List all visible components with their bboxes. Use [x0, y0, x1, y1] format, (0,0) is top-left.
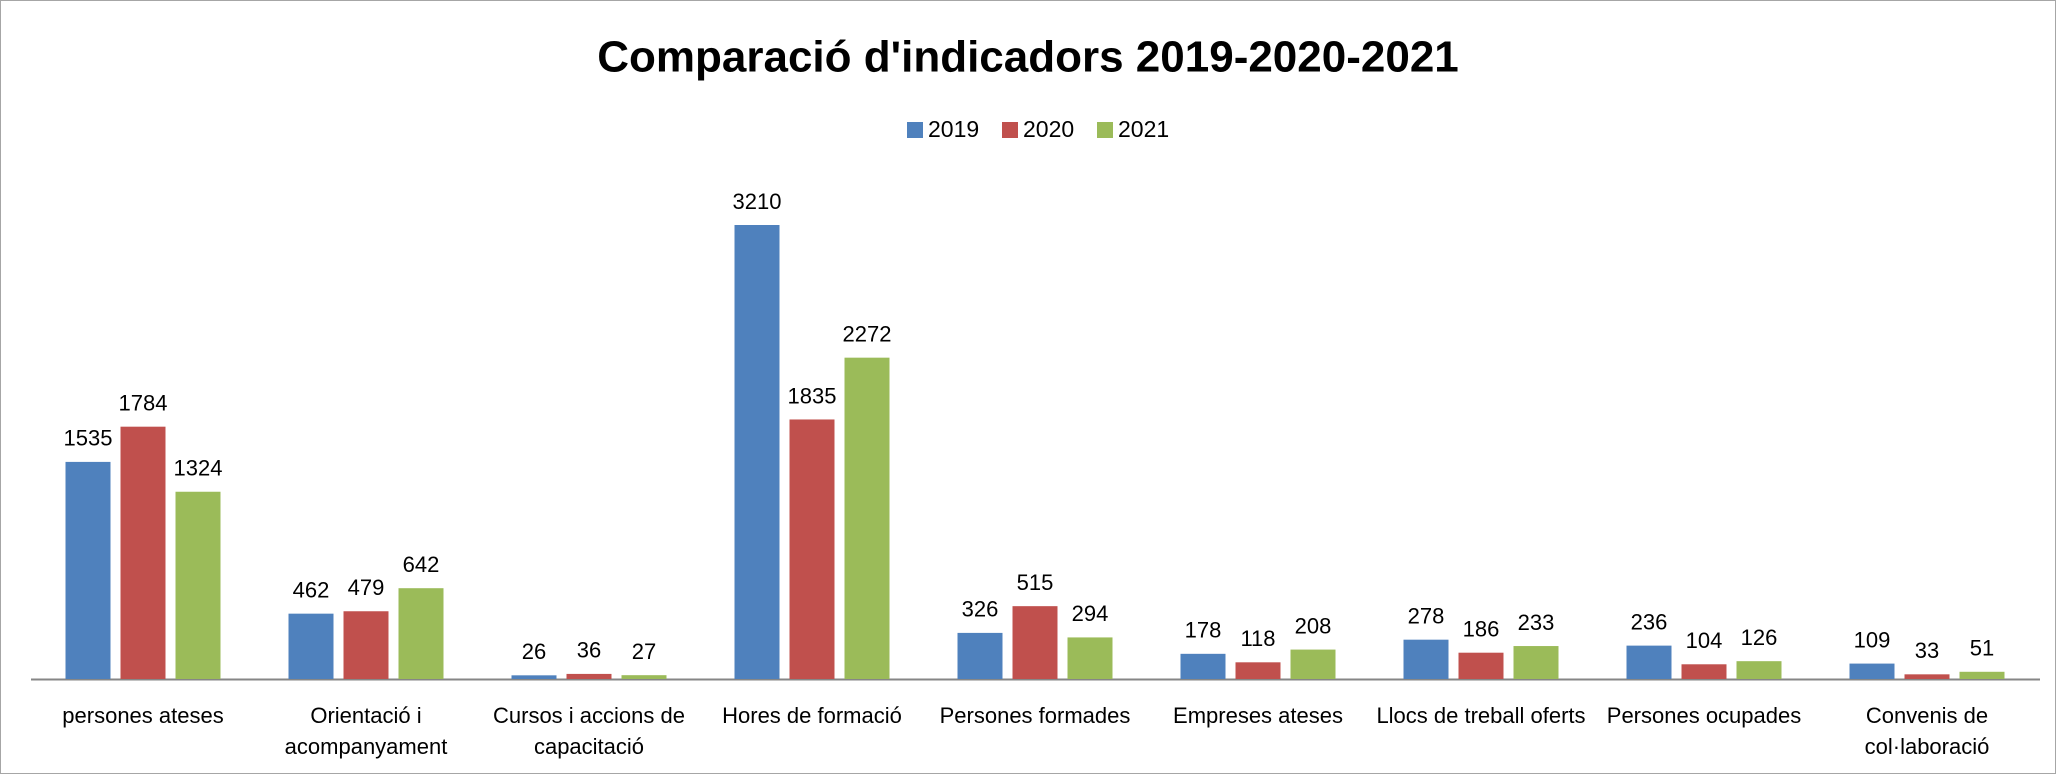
x-tick-label: Hores de formació: [722, 703, 902, 728]
legend-label: 2020: [1023, 116, 1074, 142]
bar: [566, 673, 612, 679]
x-tick-label: Llocs de treball oferts: [1376, 703, 1586, 728]
legend-swatch: [1002, 122, 1018, 138]
data-label: 515: [1017, 570, 1054, 595]
bar: [175, 491, 221, 679]
bar: [1235, 662, 1281, 679]
bar: [1626, 645, 1672, 679]
data-label: 208: [1295, 613, 1332, 638]
data-label: 109: [1854, 627, 1891, 652]
data-label: 642: [403, 552, 440, 577]
data-label: 326: [962, 597, 999, 622]
data-label: 178: [1185, 618, 1222, 643]
bar: [1513, 646, 1559, 679]
data-label: 1784: [119, 390, 168, 415]
data-label: 236: [1631, 609, 1668, 634]
bar: [789, 419, 835, 679]
bar: [343, 611, 389, 679]
data-label: 1324: [174, 456, 223, 481]
chart-title: Comparació d'indicadors 2019-2020-2021: [597, 33, 1459, 82]
data-label: 126: [1741, 625, 1778, 650]
bar: [288, 613, 334, 679]
data-label: 27: [632, 639, 656, 664]
data-label: 2272: [843, 321, 892, 346]
bar: [120, 426, 166, 679]
bar: [65, 461, 111, 679]
x-tick-label: Convenis de col·laboració: [1864, 703, 1990, 759]
bar: [1736, 661, 1782, 679]
data-label: 462: [293, 577, 330, 602]
bar: [1959, 671, 2005, 679]
legend-label: 2021: [1118, 116, 1169, 142]
bar: [1458, 652, 1504, 679]
bar: [1067, 637, 1113, 679]
bar: [511, 675, 557, 679]
legend-swatch: [1097, 122, 1113, 138]
data-label: 3210: [733, 189, 782, 214]
legend-swatch: [907, 122, 923, 138]
data-label: 479: [348, 575, 385, 600]
bar: [957, 632, 1003, 679]
legend-label: 2019: [928, 116, 979, 142]
data-label: 278: [1408, 603, 1445, 628]
data-label: 51: [1970, 636, 1994, 661]
data-label: 294: [1072, 601, 1109, 626]
bar: [734, 225, 780, 679]
data-label: 1535: [64, 426, 113, 451]
data-label: 186: [1463, 617, 1500, 642]
x-tick-label: Empreses ateses: [1173, 703, 1343, 728]
data-label: 1835: [788, 383, 837, 408]
bar: [1904, 674, 1950, 679]
x-tick-label: Orientació i acompanyament: [284, 703, 448, 759]
data-label: 104: [1686, 628, 1723, 653]
x-tick-label: persones ateses: [62, 703, 224, 728]
bar: [1290, 649, 1336, 679]
bar: [1849, 663, 1895, 679]
bar: [844, 357, 890, 679]
data-label: 33: [1915, 638, 1939, 663]
bar: [1681, 664, 1727, 679]
bar: [1012, 606, 1058, 679]
data-label: 36: [577, 638, 601, 663]
data-label: 26: [522, 639, 546, 664]
x-tick-label: Persones formades: [939, 703, 1131, 728]
bar: [1403, 639, 1449, 679]
data-label: 118: [1240, 626, 1275, 651]
bar: [1180, 653, 1226, 679]
bar: [398, 588, 444, 679]
x-tick-label: Persones ocupades: [1606, 703, 1802, 728]
data-label: 233: [1518, 610, 1555, 635]
x-tick-label: Cursos i accions de capacitació: [493, 703, 685, 759]
bar: [621, 675, 667, 679]
